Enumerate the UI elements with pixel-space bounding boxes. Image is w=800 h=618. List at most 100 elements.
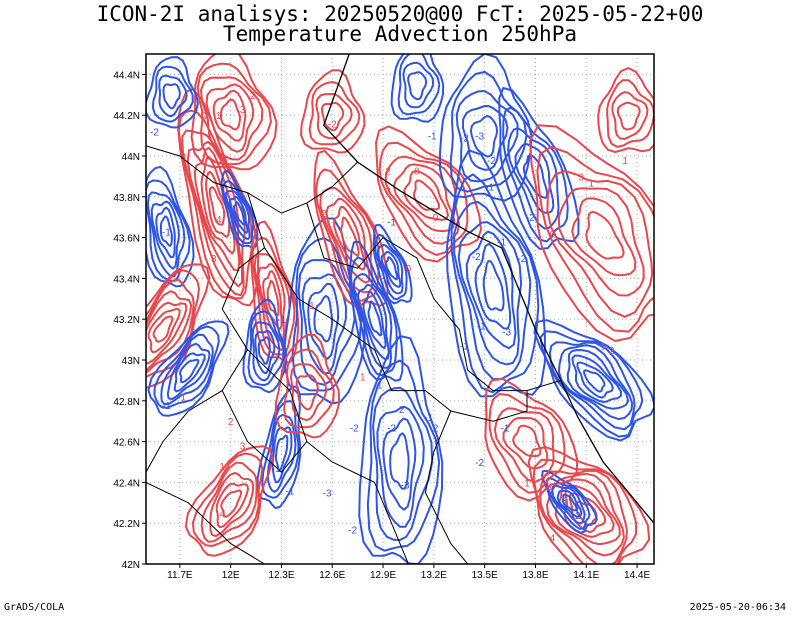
chart-subtitle: Temperature Advection 250hPa bbox=[222, 22, 577, 46]
contour-label: -3 bbox=[475, 132, 484, 143]
contour-label: -1 bbox=[460, 342, 469, 353]
y-tick-label: 43.8N bbox=[113, 193, 140, 204]
negative-contour bbox=[271, 426, 293, 484]
axis-ticks: 11.7E 12E 12.3E 12.6E 12.9E 13.2E 13.5E 13.8E 14… bbox=[113, 70, 650, 581]
negative-contour bbox=[348, 240, 404, 382]
negative-contour bbox=[457, 221, 523, 366]
negative-contour bbox=[266, 414, 297, 493]
region-border bbox=[450, 390, 528, 422]
positive-contour bbox=[539, 469, 628, 564]
positive-contour bbox=[251, 236, 296, 356]
negative-contour bbox=[539, 330, 644, 438]
coastline bbox=[323, 54, 654, 524]
negative-contour bbox=[225, 190, 251, 240]
contour-label: 3 bbox=[240, 105, 246, 116]
negative-contour bbox=[158, 74, 188, 118]
negative-contour bbox=[291, 237, 363, 392]
contour-label: -1 bbox=[387, 217, 396, 228]
region-border bbox=[264, 247, 469, 564]
positive-contour bbox=[152, 315, 174, 343]
x-tick-label: 11.7E bbox=[167, 570, 193, 581]
negative-contour bbox=[402, 61, 435, 109]
positive-contour bbox=[200, 76, 264, 161]
positive-contour bbox=[571, 197, 637, 277]
positive-contour bbox=[616, 101, 641, 131]
negative-contour bbox=[297, 259, 356, 386]
negative-contour bbox=[541, 469, 598, 534]
positive-contour bbox=[606, 79, 654, 148]
region-border bbox=[146, 481, 265, 564]
negative-contour bbox=[576, 361, 614, 399]
negative-contour bbox=[407, 71, 428, 101]
negative-contour bbox=[274, 434, 289, 472]
contour-label: -2 bbox=[328, 119, 337, 130]
negative-contour bbox=[313, 294, 334, 343]
contour-label: 1 bbox=[219, 462, 225, 473]
positive-contour bbox=[200, 157, 236, 255]
contour-label: -2 bbox=[460, 134, 469, 145]
footer-timestamp: 2025-05-20-06:34 bbox=[689, 602, 786, 613]
positive-contour bbox=[290, 363, 328, 421]
positive-contour bbox=[215, 482, 249, 529]
y-tick-label: 43N bbox=[122, 356, 140, 367]
negative-contour bbox=[556, 489, 583, 518]
y-tick-label: 42.6N bbox=[113, 438, 140, 449]
positive-contour bbox=[512, 424, 542, 458]
positive-contour bbox=[220, 98, 241, 131]
x-tick-label: 12.9E bbox=[370, 570, 396, 581]
contour-label: 3 bbox=[180, 152, 186, 163]
chart-title: ICON-2I analisys: 20250520@00 FcT: 2025-… bbox=[96, 2, 704, 26]
plot-frame bbox=[145, 53, 655, 565]
positive-contour bbox=[146, 269, 200, 379]
negative-contour bbox=[160, 333, 214, 406]
contour-label: -2 bbox=[526, 213, 535, 224]
positive-contour bbox=[413, 179, 440, 211]
negative-contour bbox=[372, 386, 434, 541]
positive-contour bbox=[611, 91, 649, 140]
negative-contour bbox=[566, 349, 630, 410]
contour-label: -3 bbox=[401, 480, 410, 491]
negative-contour bbox=[551, 484, 586, 525]
contour-label: -2 bbox=[429, 423, 438, 434]
contour-label: -1 bbox=[285, 487, 294, 498]
negative-contour bbox=[533, 319, 654, 442]
contour-label: -2 bbox=[472, 252, 481, 263]
negative-contour bbox=[150, 200, 180, 270]
positive-contour bbox=[186, 140, 244, 288]
contour-label: 1 bbox=[524, 478, 530, 489]
region-border bbox=[306, 202, 562, 392]
contour-label: 2 bbox=[609, 346, 615, 357]
contour-label: 1 bbox=[216, 111, 222, 122]
positive-contour bbox=[403, 170, 449, 221]
contour-label: -2 bbox=[558, 499, 567, 510]
negative-contour bbox=[153, 325, 220, 409]
contour-label: 3 bbox=[211, 254, 217, 265]
negative-contour bbox=[257, 336, 271, 365]
negative-contour bbox=[450, 173, 540, 394]
positive-contour bbox=[283, 348, 335, 429]
contour-label: 1 bbox=[600, 342, 606, 353]
positive-contour bbox=[597, 67, 654, 153]
contour-label: 2 bbox=[321, 209, 327, 220]
positive-contour bbox=[205, 170, 231, 238]
y-tick-label: 43.6N bbox=[113, 234, 140, 245]
contour-label: 2 bbox=[385, 187, 391, 198]
positive-contour bbox=[193, 146, 241, 272]
x-tick-label: 14.4E bbox=[624, 570, 650, 581]
contour-label: 1 bbox=[309, 301, 315, 312]
negative-contour bbox=[179, 358, 200, 384]
contour-label: -1 bbox=[277, 315, 286, 326]
contour-label: -1 bbox=[272, 464, 281, 475]
positive-contour bbox=[191, 452, 264, 547]
negative-contour bbox=[462, 105, 509, 171]
positive-contour bbox=[315, 93, 353, 140]
contour-label: -1 bbox=[162, 227, 171, 238]
positive-contour bbox=[546, 170, 654, 318]
negative-contour bbox=[220, 169, 259, 249]
contour-label: -3 bbox=[502, 327, 511, 338]
contour-label: 4 bbox=[219, 509, 225, 520]
contour-label: -2 bbox=[150, 128, 159, 139]
negative-contour bbox=[307, 282, 340, 360]
positive-contour bbox=[488, 393, 566, 494]
contour-label: -1 bbox=[497, 238, 506, 249]
